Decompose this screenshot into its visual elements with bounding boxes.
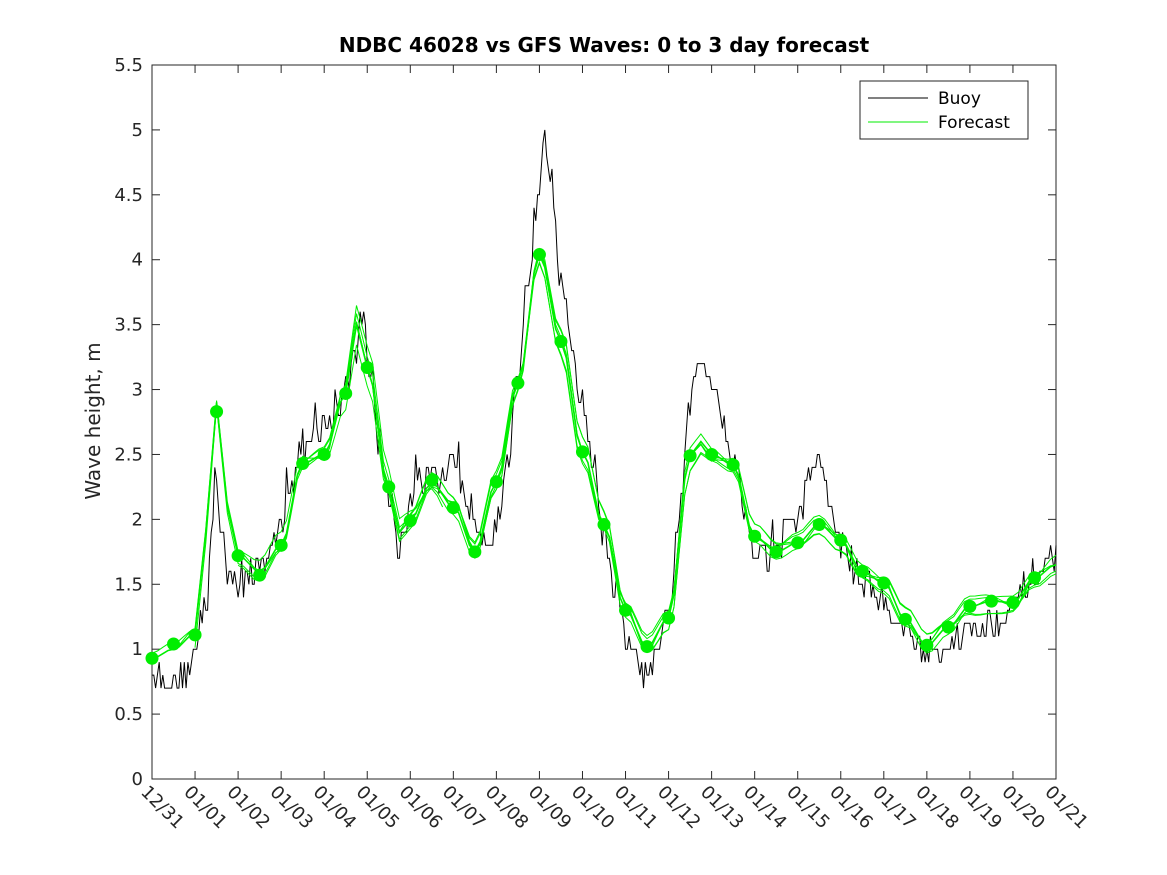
forecast-marker bbox=[145, 651, 159, 665]
y-tick-label: 4.5 bbox=[114, 185, 143, 206]
forecast-marker bbox=[1006, 595, 1020, 609]
forecast-markers bbox=[145, 248, 1041, 665]
forecast-marker bbox=[834, 533, 848, 547]
forecast-marker bbox=[920, 638, 934, 652]
forecast-marker bbox=[963, 599, 977, 613]
forecast-marker bbox=[554, 335, 568, 349]
forecast-marker bbox=[662, 611, 676, 625]
forecast-marker bbox=[941, 620, 955, 634]
forecast-marker bbox=[210, 405, 224, 419]
y-tick-label: 0.5 bbox=[114, 704, 143, 725]
forecast-marker bbox=[317, 447, 331, 461]
forecast-marker bbox=[489, 475, 503, 489]
forecast-marker bbox=[619, 603, 633, 617]
forecast-marker bbox=[167, 637, 181, 651]
forecast-marker bbox=[188, 628, 202, 642]
y-tick-label: 3 bbox=[132, 380, 143, 401]
forecast-marker bbox=[296, 457, 310, 471]
forecast-marker bbox=[403, 514, 417, 528]
forecast-marker bbox=[382, 480, 396, 494]
forecast-marker bbox=[360, 360, 374, 374]
forecast-marker bbox=[231, 549, 245, 563]
forecast-marker bbox=[726, 458, 740, 472]
forecast-marker bbox=[253, 568, 267, 582]
forecast-marker bbox=[511, 376, 525, 390]
forecast-marker bbox=[748, 529, 762, 543]
forecast-marker bbox=[683, 449, 697, 463]
forecast-marker bbox=[769, 545, 783, 559]
forecast-marker bbox=[532, 248, 546, 262]
forecast-marker bbox=[791, 536, 805, 550]
legend-box bbox=[859, 80, 1029, 140]
forecast-marker bbox=[446, 501, 460, 515]
forecast-marker bbox=[597, 518, 611, 532]
y-tick-label: 0 bbox=[132, 769, 143, 790]
forecast-marker bbox=[984, 594, 998, 608]
forecast-marker bbox=[468, 545, 482, 559]
forecast-marker bbox=[575, 445, 589, 459]
forecast-marker bbox=[877, 576, 891, 590]
y-axis-ticks: 0 0.5 1 1.5 2 2.5 3 3.5 4 4.5 5 5.5 bbox=[114, 55, 1056, 790]
legend-buoy-label: Buoy bbox=[938, 89, 981, 109]
y-tick-label: 2 bbox=[132, 509, 143, 530]
y-tick-label: 2.5 bbox=[114, 444, 143, 465]
forecast-marker bbox=[898, 612, 912, 626]
forecast-marker bbox=[425, 473, 439, 487]
y-tick-label: 5 bbox=[132, 120, 143, 141]
forecast-marker bbox=[640, 640, 654, 654]
forecast-marker bbox=[1027, 571, 1041, 585]
y-tick-label: 3.5 bbox=[114, 315, 143, 336]
axes-box bbox=[151, 64, 1057, 780]
legend: Buoy Forecast bbox=[859, 80, 1029, 140]
y-tick-label: 1.5 bbox=[114, 574, 143, 595]
forecast-marker bbox=[855, 564, 869, 578]
y-tick-label: 1 bbox=[132, 639, 143, 660]
forecast-marker bbox=[339, 386, 353, 400]
y-axis-label: Wave height, m bbox=[81, 342, 105, 499]
y-tick-label: 5.5 bbox=[114, 55, 143, 76]
forecast-marker bbox=[812, 518, 826, 532]
legend-forecast-label: Forecast bbox=[938, 113, 1010, 133]
forecast-line bbox=[237, 260, 1057, 645]
forecast-marker bbox=[274, 538, 288, 552]
y-tick-label: 4 bbox=[132, 250, 143, 271]
plot-area: 00.511.522.533.544.555.5 12/3101/0101/02… bbox=[114, 55, 1092, 833]
forecast-marker bbox=[705, 447, 719, 461]
chart-title: NDBC 46028 vs GFS Waves: 0 to 3 day fore… bbox=[339, 33, 870, 57]
